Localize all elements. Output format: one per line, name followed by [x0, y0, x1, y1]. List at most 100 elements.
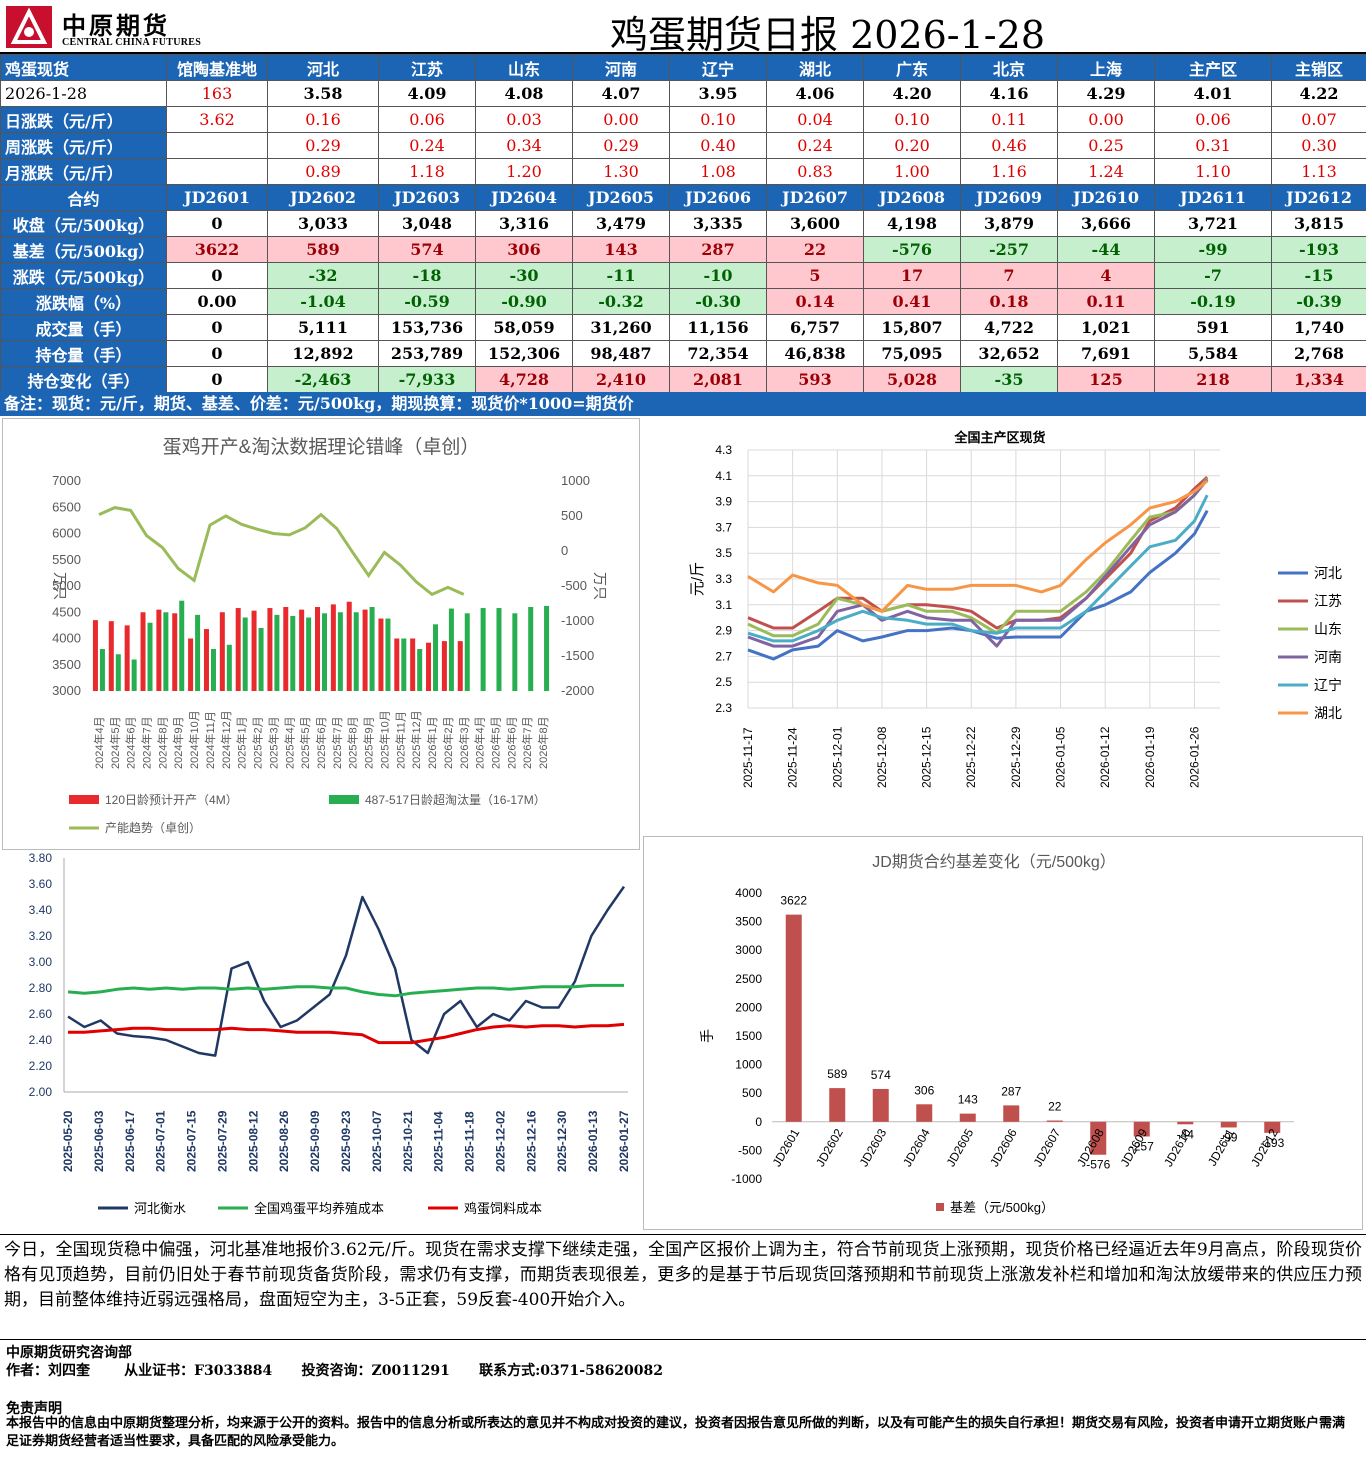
- y-tick-label: 3.00: [29, 955, 53, 969]
- disclaimer-title: 免责声明: [6, 1401, 62, 1417]
- data-label: -44: [1177, 1127, 1195, 1141]
- x-tick-label: 2026年4月: [473, 716, 487, 769]
- x-tick-label: 2025年11月: [393, 711, 407, 769]
- x-tick-label: 2025-10-07: [370, 1110, 384, 1172]
- y2-axis-label: 万只: [592, 572, 608, 600]
- bar-culling: [385, 618, 391, 691]
- futures-cell: -0.59: [378, 288, 476, 315]
- spot-cell: 1.13: [1271, 158, 1366, 185]
- basis-bar: [916, 1104, 933, 1122]
- basis-bar: [1220, 1121, 1237, 1128]
- series-line: [68, 1022, 625, 1045]
- x-tick-label: JD2606: [987, 1126, 1020, 1169]
- bar-opening: [188, 638, 194, 691]
- futures-cell: 3,335: [669, 210, 767, 237]
- row-label: 涨跌幅（%）: [0, 288, 167, 315]
- bar-culling: [464, 613, 470, 691]
- futures-cell: 0: [166, 366, 268, 393]
- spot-header-label: 鸡蛋现货: [0, 54, 167, 81]
- spot-cell: 4.20: [863, 80, 961, 107]
- x-tick-label: 2026-01-26: [1187, 726, 1201, 788]
- x-tick-label: 2025年12月: [409, 710, 423, 769]
- bar-culling: [179, 600, 185, 691]
- spot-cell: 1.08: [669, 158, 767, 185]
- basis-bar: [1090, 1121, 1107, 1155]
- futures-cell: 0.14: [766, 288, 864, 315]
- region-header: 广东: [863, 54, 961, 81]
- futures-cell: 4: [1057, 262, 1155, 289]
- series-line: [747, 479, 1209, 613]
- spot-cell: 4.06: [766, 80, 864, 107]
- x-tick-label: 2026年3月: [457, 716, 471, 769]
- futures-cell: -576: [863, 236, 961, 263]
- x-tick-label: 2026年1月: [425, 716, 439, 769]
- futures-cell: 3,048: [378, 210, 476, 237]
- futures-cell: 1,740: [1271, 314, 1366, 341]
- futures-cell: 287: [669, 236, 767, 263]
- x-tick-label: 2024年6月: [124, 716, 138, 769]
- row-label: 基差（元/500kg）: [0, 236, 167, 263]
- spot-cell: 0.06: [1154, 106, 1272, 133]
- data-label: 143: [958, 1093, 978, 1107]
- y-tick-label: 2.20: [29, 1059, 53, 1073]
- futures-cell: 218: [1154, 366, 1272, 393]
- y-tick-label: 3.3: [715, 572, 732, 586]
- spot-cell: 0.16: [267, 106, 379, 133]
- x-tick-label: 2025-08-12: [246, 1110, 260, 1172]
- x-tick-label: 2025-12-08: [875, 726, 889, 788]
- spot-cell: 0.34: [475, 132, 573, 159]
- futures-cell: 3,600: [766, 210, 864, 237]
- bar-opening: [362, 609, 368, 691]
- bar-culling: [544, 605, 550, 691]
- logo-text: 中原期货: [62, 12, 170, 40]
- y2-tick-label: -1000: [561, 613, 594, 628]
- x-tick-label: 2025-11-04: [432, 1111, 446, 1172]
- y-axis-label: 万只: [52, 572, 68, 600]
- y-tick-label: 4000: [52, 631, 81, 646]
- bar-culling: [337, 612, 343, 691]
- futures-cell: 3,033: [267, 210, 379, 237]
- y-tick-label: 3.60: [29, 877, 53, 891]
- x-tick-label: 2026年7月: [520, 716, 534, 769]
- contract-header: JD2608: [863, 184, 961, 211]
- bar-opening: [108, 621, 114, 691]
- y2-tick-label: -2000: [561, 683, 594, 698]
- futures-cell: 5,111: [267, 314, 379, 341]
- futures-cell: 75,095: [863, 340, 961, 367]
- futures-cell: 152,306: [475, 340, 573, 367]
- x-tick-label: 2025-10-21: [401, 1110, 415, 1172]
- y-tick-label: 4.3: [715, 443, 732, 457]
- bar-culling: [147, 622, 153, 691]
- y-tick-label: 6000: [52, 526, 81, 541]
- futures-cell: 589: [267, 236, 379, 263]
- x-tick-label: 2025年3月: [266, 716, 280, 769]
- y-axis-label: 手: [699, 1029, 715, 1043]
- contract-header: JD2601: [166, 184, 268, 211]
- futures-cell: 11,156: [669, 314, 767, 341]
- bar-opening: [394, 638, 400, 691]
- futures-cell: 5,584: [1154, 340, 1272, 367]
- legend-label: 山东: [1314, 621, 1342, 637]
- bar-opening: [251, 610, 257, 691]
- spot-cell: 1.30: [572, 158, 670, 185]
- base-cell: [166, 158, 268, 185]
- spot-cell: 0.31: [1154, 132, 1272, 159]
- logo-subtext: CENTRAL CHINA FUTURES: [62, 37, 202, 48]
- row-label: 周涨跌（元/斤）: [0, 132, 167, 159]
- bar-culling: [226, 644, 232, 691]
- spot-cell: 1.18: [378, 158, 476, 185]
- futures-cell: 0.18: [960, 288, 1058, 315]
- bar-culling: [417, 649, 423, 691]
- futures-cell: 22: [766, 236, 864, 263]
- spot-cell: 1.10: [1154, 158, 1272, 185]
- x-tick-label: 2025年7月: [330, 716, 344, 769]
- contract-header: JD2605: [572, 184, 670, 211]
- x-tick-label: 2025年9月: [362, 716, 376, 769]
- row-label: 持仓变化（手）: [0, 366, 167, 393]
- futures-cell: 2,410: [572, 366, 670, 393]
- futures-cell: 98,487: [572, 340, 670, 367]
- x-tick-label: 2025-12-30: [555, 1110, 569, 1172]
- bar-culling: [369, 607, 375, 691]
- row-label: 2026-1-28: [0, 80, 167, 107]
- futures-cell: -10: [669, 262, 767, 289]
